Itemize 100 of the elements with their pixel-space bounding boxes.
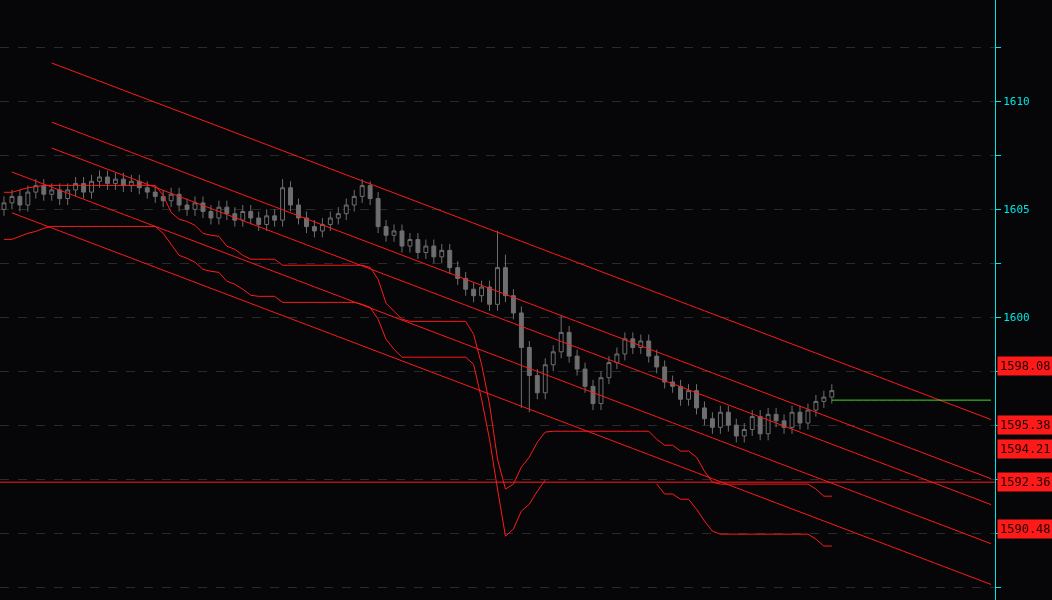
candlestick bbox=[821, 390, 827, 409]
candlestick bbox=[144, 180, 150, 200]
candlestick bbox=[184, 198, 190, 217]
candlestick bbox=[590, 379, 596, 411]
candlestick bbox=[41, 178, 47, 202]
candlestick bbox=[813, 394, 819, 418]
ref-line-label: 1592.36 bbox=[1000, 475, 1051, 489]
candlestick bbox=[526, 340, 532, 413]
candlestick bbox=[49, 182, 55, 202]
candlestick bbox=[168, 187, 174, 208]
candlestick bbox=[399, 223, 405, 254]
candlestick bbox=[367, 180, 373, 206]
candlestick bbox=[343, 198, 349, 221]
candlestick bbox=[582, 362, 588, 394]
candlestick bbox=[654, 349, 660, 374]
candlestick bbox=[662, 359, 668, 389]
candlestick bbox=[152, 185, 158, 204]
candlestick bbox=[503, 254, 508, 303]
candlestick bbox=[327, 211, 333, 232]
candlestick bbox=[678, 379, 684, 407]
candlestick bbox=[264, 208, 270, 232]
candlestick bbox=[510, 288, 516, 320]
candlestick bbox=[749, 409, 755, 437]
candlestick bbox=[423, 239, 429, 260]
candlestick bbox=[216, 200, 222, 225]
candlestick bbox=[176, 187, 182, 213]
candlestick bbox=[375, 191, 381, 234]
candlestick bbox=[272, 208, 278, 228]
candlestick bbox=[574, 349, 580, 377]
candlestick bbox=[208, 204, 214, 225]
candlestick bbox=[702, 400, 707, 426]
y-tick-label: 1610 bbox=[1003, 95, 1030, 109]
candlestick bbox=[717, 405, 723, 435]
candlestick bbox=[9, 189, 15, 210]
candlestick bbox=[694, 383, 699, 415]
text: 1598.08 bbox=[1000, 359, 1051, 373]
candlestick bbox=[741, 422, 747, 443]
candlestick bbox=[606, 355, 612, 385]
candlestick bbox=[479, 280, 485, 303]
candlestick bbox=[773, 407, 779, 428]
candlestick bbox=[431, 239, 437, 264]
candlestick bbox=[224, 200, 230, 221]
candlestick bbox=[765, 407, 771, 441]
candlestick bbox=[280, 178, 286, 228]
candlestick bbox=[542, 357, 548, 400]
candlestick bbox=[789, 405, 795, 435]
candlestick bbox=[105, 170, 110, 191]
y-tick-label: 1605 bbox=[1003, 203, 1030, 217]
candlestick bbox=[455, 260, 461, 286]
candlestick bbox=[622, 331, 628, 361]
candlestick bbox=[112, 172, 118, 191]
candlestick bbox=[518, 305, 524, 409]
candlestick bbox=[495, 230, 500, 312]
candlestick bbox=[25, 185, 31, 213]
candlestick bbox=[383, 219, 389, 243]
candlestick bbox=[415, 232, 421, 260]
candlestick bbox=[296, 198, 301, 225]
candlestick bbox=[248, 204, 254, 225]
candlestick bbox=[73, 176, 79, 197]
candlestick bbox=[686, 383, 691, 407]
candlestick bbox=[391, 223, 397, 243]
candlestick bbox=[598, 370, 604, 411]
candlestick bbox=[463, 271, 469, 297]
candlestick bbox=[81, 176, 87, 200]
candlestick bbox=[304, 211, 309, 234]
y-tick-label: 1600 bbox=[1003, 311, 1030, 325]
candlestick bbox=[558, 314, 564, 359]
candlestick bbox=[311, 219, 317, 238]
candlestick bbox=[288, 180, 293, 213]
line-series bbox=[51, 62, 992, 421]
candlestick bbox=[120, 172, 126, 193]
candlestick bbox=[240, 204, 246, 228]
candlestick bbox=[566, 325, 572, 364]
candlestick bbox=[57, 182, 63, 206]
candlestick bbox=[797, 405, 803, 430]
text: 1594.21 bbox=[1000, 442, 1051, 456]
candlestick bbox=[447, 243, 453, 275]
candlestick bbox=[757, 409, 763, 441]
candlestick bbox=[709, 411, 715, 435]
candlestick bbox=[550, 344, 556, 372]
candlestick bbox=[471, 282, 477, 303]
candlestick bbox=[351, 189, 357, 213]
candlestick bbox=[359, 178, 365, 204]
candlestick bbox=[614, 346, 620, 370]
candlestick bbox=[829, 383, 835, 405]
candlestick bbox=[439, 243, 445, 264]
candlestick bbox=[725, 405, 731, 433]
candlestick bbox=[646, 334, 652, 364]
candlestick bbox=[534, 368, 540, 400]
candlestick bbox=[630, 331, 636, 355]
text: 1590.48 bbox=[1000, 522, 1051, 536]
candlestick bbox=[128, 174, 134, 193]
candlestick bbox=[89, 174, 94, 200]
candlestick bbox=[407, 232, 413, 254]
text: 1595.38 bbox=[1000, 418, 1051, 432]
candlestick bbox=[192, 195, 198, 217]
candlestick bbox=[335, 206, 341, 225]
candlestick bbox=[805, 403, 811, 430]
candlestick bbox=[97, 170, 102, 189]
candlestick bbox=[733, 418, 739, 443]
